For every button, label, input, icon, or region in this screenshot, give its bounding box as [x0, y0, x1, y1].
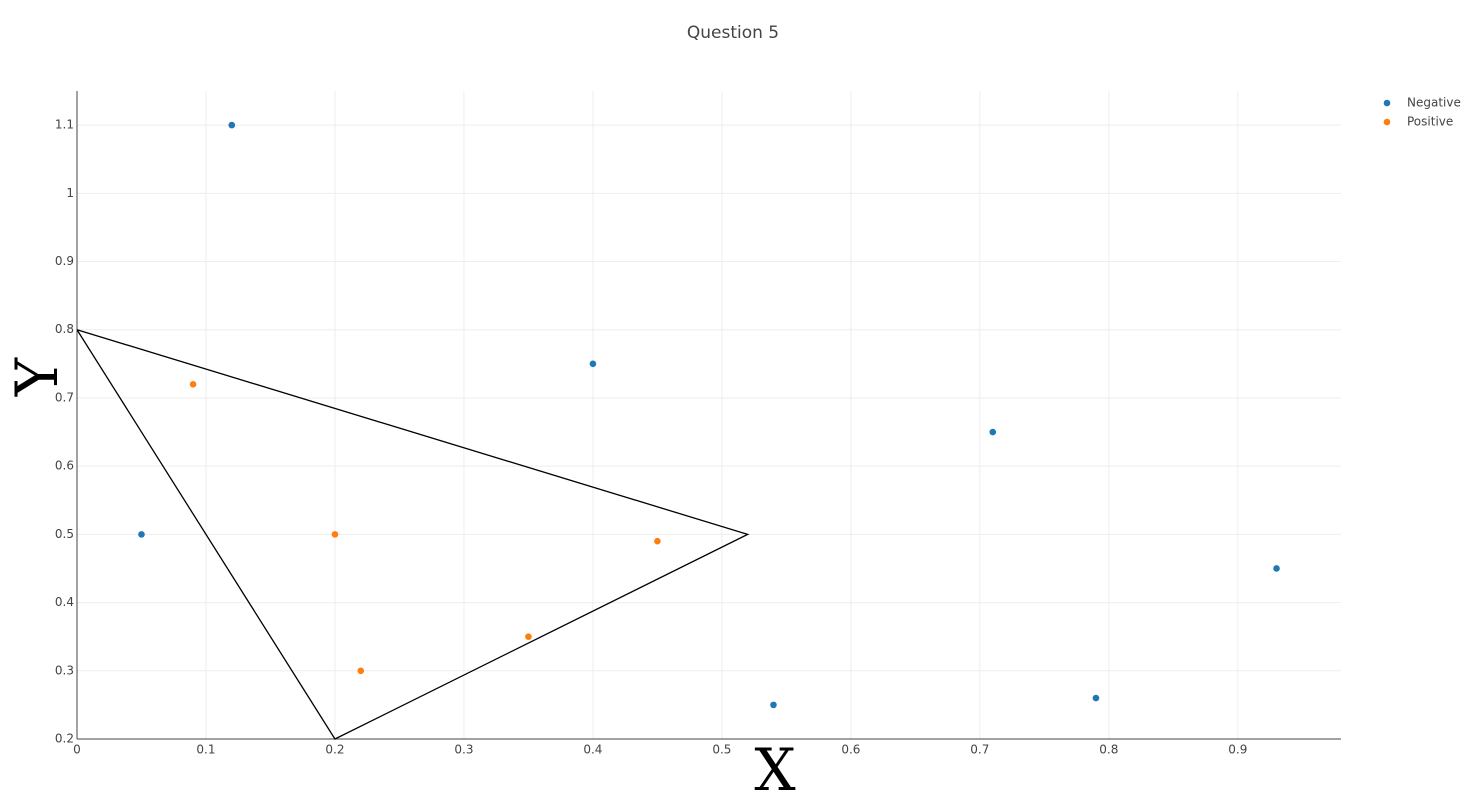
y-tick-label: 0.4 [55, 595, 74, 609]
x-tick-label: 0.5 [712, 743, 731, 757]
legend-marker [1383, 99, 1391, 107]
point [1273, 565, 1280, 572]
point [228, 121, 236, 129]
x-tick-label: 0.2 [325, 743, 344, 757]
point [357, 667, 365, 675]
point [331, 531, 339, 538]
point [525, 633, 532, 640]
point [770, 701, 777, 709]
x-tick-label: 0.8 [1099, 743, 1118, 757]
y-tick-label: 0.8 [55, 322, 74, 336]
y-axis-title: Y [3, 357, 71, 397]
x-axis-title: X [754, 736, 796, 804]
y-tick-label: 0.2 [55, 732, 74, 746]
y-tick-label: 1.1 [55, 118, 74, 132]
legend-label: Positive [1407, 115, 1453, 129]
x-tick-label: 0.4 [583, 743, 602, 757]
legend-marker [1383, 118, 1391, 126]
point [989, 428, 997, 436]
y-tick-label: 0.6 [55, 459, 74, 473]
y-tick-label: 0.5 [55, 527, 74, 541]
point [138, 531, 145, 538]
y-tick-label: 0.3 [55, 663, 74, 677]
legend-label: Negative [1407, 96, 1461, 110]
point [589, 360, 597, 368]
x-tick-label: 0.6 [841, 743, 860, 757]
x-tick-label: 0 [73, 743, 81, 757]
x-tick-label: 0.1 [196, 743, 215, 757]
point [654, 537, 661, 545]
y-tick-label: 0.9 [55, 254, 74, 268]
x-tick-label: 0.9 [1228, 743, 1247, 757]
point [1092, 694, 1100, 702]
chart-title: Question 5 [687, 23, 779, 43]
x-tick-label: 0.3 [454, 743, 473, 757]
y-tick-label: 0.7 [55, 390, 74, 404]
boundary-line [76, 329, 750, 740]
point [189, 381, 197, 388]
x-tick-label: 0.7 [970, 743, 989, 757]
y-tick-label: 1 [66, 186, 74, 200]
